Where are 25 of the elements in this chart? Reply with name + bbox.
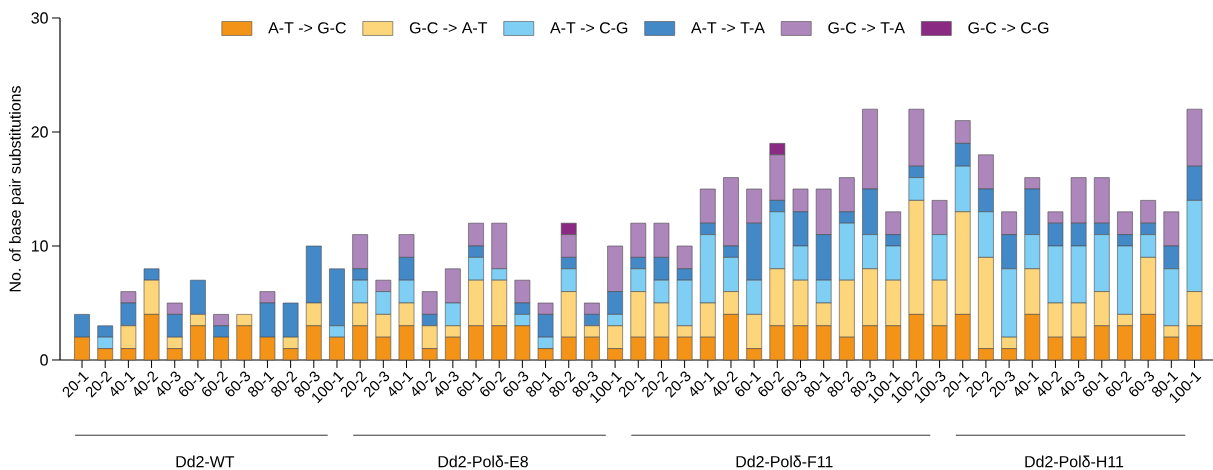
x-tick-label: 40-2	[134, 371, 159, 397]
x-tick-label: 40-1	[389, 372, 414, 397]
x-tick-label: 40-3	[1061, 371, 1085, 397]
y-axis-title: No. of base pair substitutions	[9, 86, 24, 292]
x-tick-label: 40-2	[412, 371, 437, 397]
x-tick-label: 40-1	[1014, 372, 1040, 397]
legend-label: A-T -> T-A	[691, 22, 765, 34]
legend-label: A-T -> C-G	[550, 22, 628, 34]
y-tick-label: 0	[40, 354, 48, 366]
y-tick-label: 30	[31, 12, 48, 24]
x-tick-label: 40-2	[1037, 371, 1063, 397]
text: Dd2-Polδ-F11	[736, 455, 833, 468]
legend-label: G-C -> T-A	[828, 22, 905, 34]
text: Dd2-WT	[176, 455, 235, 468]
x-tick-label: 40-3	[157, 371, 181, 397]
legend-label: G-C -> A-T	[409, 22, 488, 34]
x-tick-label: 40-1	[690, 372, 715, 397]
x-tick-label: 40-1	[110, 372, 136, 397]
legend-label: A-T -> G-C	[268, 22, 346, 34]
x-tick-label: 40-3	[435, 371, 459, 397]
y-tick-label: 20	[31, 126, 48, 138]
text: Dd2-Polδ-H11	[1025, 455, 1124, 468]
legend-label: G-C -> C-G	[968, 22, 1049, 34]
y-tick-label: 10	[31, 240, 48, 252]
text: Dd2-Polδ-E8	[438, 455, 528, 468]
